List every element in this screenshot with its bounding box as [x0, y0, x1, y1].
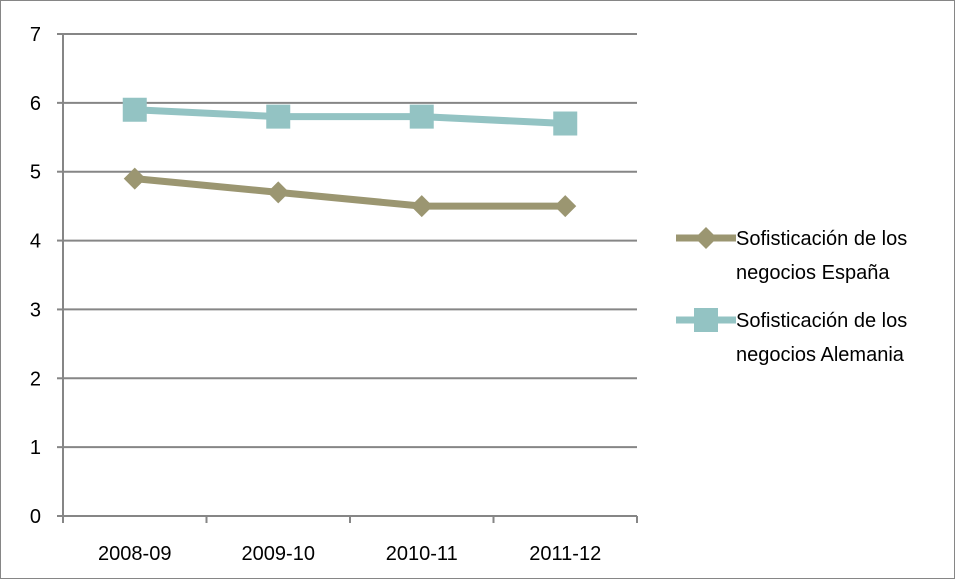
series-1	[123, 167, 577, 218]
data-point	[409, 104, 434, 129]
y-tick-label: 3	[30, 299, 41, 321]
data-point	[553, 111, 578, 136]
y-tick-label: 4	[30, 231, 41, 253]
data-point	[267, 181, 290, 204]
data-point	[554, 195, 577, 218]
legend-item-1: Sofisticación de los negocios España	[676, 227, 907, 284]
legend-item-2: Sofisticación de los negocios Alemania	[676, 308, 907, 366]
tick-labels: 0 1 2 3 4 5 6 7 2008-09 2009-10 2010-11 2011-12	[30, 24, 601, 565]
x-tick-label: 2008-09	[98, 543, 171, 565]
series-line	[131, 175, 569, 210]
series-line	[131, 106, 569, 128]
legend-swatch-marker	[695, 227, 717, 249]
data-point	[122, 97, 147, 122]
legend-label: Sofisticación de los	[736, 228, 907, 250]
legend-label: negocios España	[736, 262, 890, 284]
x-tick-label: 2011-12	[529, 543, 601, 565]
y-tick-label: 2	[30, 368, 41, 390]
y-tick-label: 1	[30, 437, 41, 459]
y-tick-label: 0	[30, 506, 41, 528]
axes	[57, 33, 638, 523]
y-tick-label: 5	[30, 162, 41, 184]
data-point	[123, 167, 146, 190]
data-point	[410, 195, 433, 218]
legend-label: Sofisticación de los	[736, 310, 907, 332]
y-tick-label: 7	[30, 24, 41, 46]
data-point	[266, 104, 291, 129]
legend-swatch-marker	[694, 308, 718, 332]
y-tick-label: 6	[30, 93, 41, 115]
series-2	[122, 97, 578, 136]
gridlines	[63, 33, 637, 449]
legend-label: negocios Alemania	[736, 344, 905, 366]
x-tick-label: 2009-10	[242, 543, 315, 565]
x-tick-label: 2010-11	[386, 543, 458, 565]
